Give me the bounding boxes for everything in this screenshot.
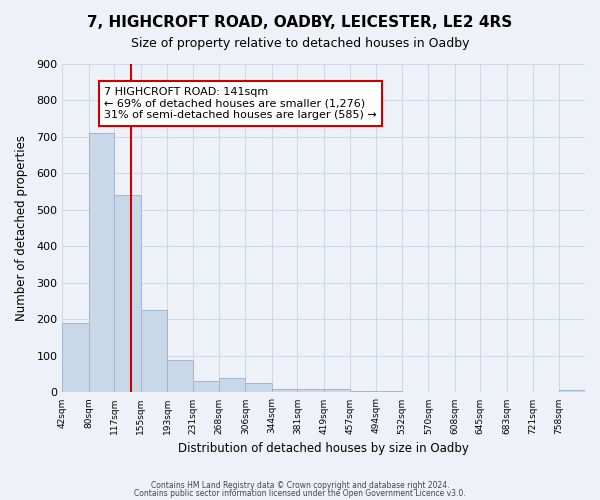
Bar <box>89 134 115 392</box>
Text: Contains public sector information licensed under the Open Government Licence v3: Contains public sector information licen… <box>134 488 466 498</box>
Bar <box>219 378 245 392</box>
Bar <box>167 360 193 392</box>
X-axis label: Distribution of detached houses by size in Oadby: Distribution of detached houses by size … <box>178 442 469 455</box>
Text: 7 HIGHCROFT ROAD: 141sqm
← 69% of detached houses are smaller (1,276)
31% of sem: 7 HIGHCROFT ROAD: 141sqm ← 69% of detach… <box>104 87 377 120</box>
Text: 7, HIGHCROFT ROAD, OADBY, LEICESTER, LE2 4RS: 7, HIGHCROFT ROAD, OADBY, LEICESTER, LE2… <box>88 15 512 30</box>
Bar <box>272 389 298 392</box>
Bar <box>62 323 89 392</box>
Bar <box>193 381 219 392</box>
Text: Size of property relative to detached houses in Oadby: Size of property relative to detached ho… <box>131 38 469 51</box>
Bar <box>559 390 585 392</box>
Bar <box>376 390 402 392</box>
Bar <box>350 390 376 392</box>
Bar <box>140 310 167 392</box>
Bar <box>298 389 323 392</box>
Text: Contains HM Land Registry data © Crown copyright and database right 2024.: Contains HM Land Registry data © Crown c… <box>151 481 449 490</box>
Y-axis label: Number of detached properties: Number of detached properties <box>15 135 28 321</box>
Bar <box>323 389 350 392</box>
Bar <box>115 196 140 392</box>
Bar <box>245 384 272 392</box>
